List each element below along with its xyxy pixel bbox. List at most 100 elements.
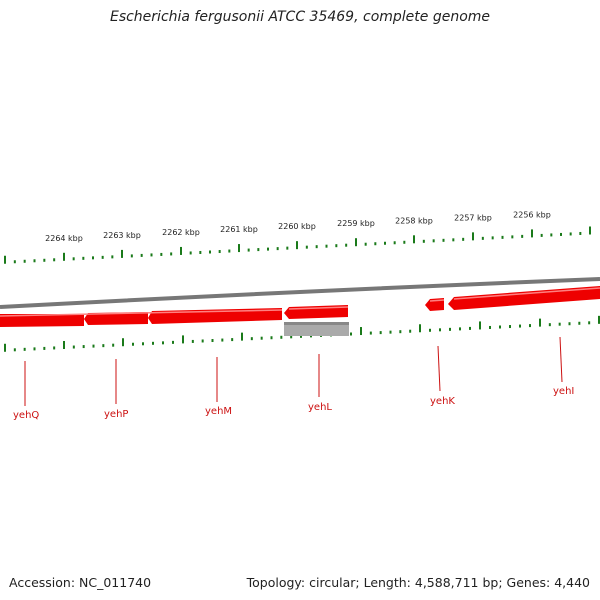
- inner-minor-tick: [142, 342, 144, 346]
- outer-minor-tick: [170, 252, 173, 256]
- inner-minor-tick: [529, 324, 531, 328]
- kbp-label: 2264 kbp: [45, 234, 83, 243]
- outer-minor-tick: [209, 250, 211, 254]
- inner-minor-tick: [13, 348, 16, 352]
- gene-arrow-yehI[interactable]: [448, 286, 600, 310]
- outer-major-tick: [355, 238, 357, 247]
- inner-major-tick: [419, 324, 421, 333]
- inner-major-tick: [122, 338, 124, 347]
- inner-minor-tick: [23, 347, 26, 351]
- outer-minor-tick: [560, 232, 562, 236]
- inner-minor-tick: [509, 325, 511, 329]
- inner-minor-tick: [53, 346, 56, 350]
- inner-major-tick: [241, 332, 243, 341]
- outer-minor-tick: [23, 259, 26, 263]
- inner-minor-tick: [489, 325, 491, 329]
- outer-minor-tick: [501, 235, 504, 239]
- inner-minor-tick: [250, 337, 253, 341]
- inner-minor-tick: [280, 335, 283, 339]
- outer-minor-tick: [140, 253, 143, 257]
- inner-minor-tick: [399, 330, 402, 334]
- outer-minor-tick: [199, 250, 202, 254]
- outer-minor-tick: [101, 255, 104, 259]
- outer-minor-tick: [393, 241, 396, 245]
- gene-label-yehM[interactable]: yehM: [205, 406, 232, 417]
- inner-minor-tick: [578, 321, 581, 325]
- inner-minor-tick: [231, 338, 234, 342]
- kbp-label: 2260 kbp: [278, 222, 316, 231]
- inner-minor-tick: [519, 324, 521, 328]
- outer-minor-tick: [13, 260, 16, 264]
- inner-minor-tick: [172, 340, 174, 344]
- gene-label-yehK[interactable]: yehK: [430, 396, 455, 407]
- accession-text: Accession: NC_011740: [9, 575, 152, 590]
- inner-major-tick: [598, 315, 600, 324]
- outer-major-tick: [472, 232, 474, 241]
- inner-minor-tick: [379, 331, 382, 335]
- outer-minor-tick: [305, 245, 308, 249]
- outer-minor-tick: [442, 238, 445, 242]
- inner-minor-tick: [588, 321, 591, 325]
- inner-major-tick: [63, 340, 65, 349]
- inner-minor-tick: [82, 345, 85, 349]
- inner-minor-tick: [409, 329, 412, 333]
- outer-minor-tick: [257, 248, 260, 252]
- gene-label-yehP[interactable]: yehP: [104, 409, 128, 420]
- inner-minor-tick: [260, 336, 263, 340]
- outer-major-tick: [413, 235, 415, 244]
- kbp-label: 2262 kbp: [162, 228, 200, 237]
- gene-labels: yehQ yehP yehM yehL yehK yehI: [13, 386, 574, 421]
- inner-minor-tick: [33, 347, 36, 351]
- inner-minor-tick: [469, 326, 471, 330]
- inner-minor-tick: [72, 345, 75, 349]
- gray-feature-yehL[interactable]: [284, 322, 349, 336]
- gene-arrow-yehQ[interactable]: [0, 314, 84, 327]
- gene-line-yehI: [559, 336, 563, 383]
- kbp-label: 2259 kbp: [337, 219, 375, 228]
- inner-minor-tick: [162, 341, 164, 345]
- inner-minor-tick: [558, 322, 561, 326]
- outer-minor-tick: [550, 233, 553, 237]
- inner-minor-tick: [102, 344, 105, 348]
- gray-feature-highlight: [284, 322, 349, 325]
- outer-major-tick: [531, 229, 533, 238]
- gene-label-lines: [24, 336, 563, 406]
- outer-minor-tick: [491, 236, 494, 240]
- gene-label-yehL[interactable]: yehL: [308, 402, 332, 413]
- gene-line-yehK: [437, 345, 441, 392]
- scale-labels: 2264 kbp 2263 kbp 2262 kbp 2261 kbp 2260 kbp…: [45, 210, 551, 242]
- outer-minor-tick: [374, 242, 377, 246]
- outer-minor-tick: [432, 239, 435, 243]
- inner-minor-tick: [132, 342, 134, 346]
- inner-minor-tick: [152, 341, 154, 345]
- outer-minor-tick: [462, 237, 465, 241]
- outer-minor-tick: [579, 231, 582, 235]
- outer-minor-tick: [364, 242, 367, 246]
- outer-minor-tick: [111, 255, 114, 259]
- gene-label-yehQ[interactable]: yehQ: [13, 410, 39, 421]
- outer-minor-tick: [160, 252, 163, 256]
- gene-label-yehI[interactable]: yehI: [553, 386, 574, 397]
- inner-minor-tick: [221, 338, 224, 342]
- genome-summary-text: Topology: circular; Length: 4,588,711 bp…: [246, 575, 590, 590]
- outer-minor-tick: [43, 258, 46, 262]
- map-title: Escherichia fergusonii ATCC 35469, compl…: [109, 9, 491, 25]
- inner-major-tick: [4, 343, 6, 352]
- gene-arrow-shine: [0, 287, 600, 317]
- inner-minor-tick: [201, 339, 204, 343]
- outer-minor-tick: [150, 253, 153, 257]
- inner-major-tick: [182, 335, 184, 344]
- gene-arrow-yehK[interactable]: [425, 298, 444, 311]
- outer-minor-tick: [53, 258, 56, 262]
- kbp-label: 2263 kbp: [103, 231, 141, 240]
- inner-minor-tick: [92, 344, 95, 348]
- outer-minor-tick: [267, 247, 269, 251]
- inner-major-tick: [479, 321, 481, 330]
- outer-major-tick: [63, 252, 65, 261]
- outer-minor-tick: [452, 238, 455, 242]
- outer-minor-tick: [247, 248, 250, 252]
- outer-minor-tick: [384, 241, 386, 245]
- gene-arrow-yehP[interactable]: [84, 312, 148, 325]
